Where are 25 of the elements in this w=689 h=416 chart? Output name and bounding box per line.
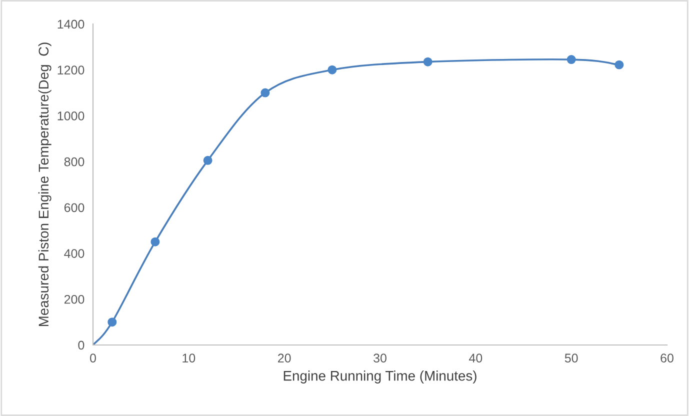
point bbox=[423, 57, 432, 66]
y-tick-label: 600 bbox=[64, 203, 84, 212]
y-tick-label: 1400 bbox=[58, 20, 84, 29]
point bbox=[566, 55, 576, 64]
y-tick-label: 0 bbox=[78, 340, 84, 350]
x-axis-title: Engine Running Time (Minutes) bbox=[284, 370, 476, 384]
point bbox=[203, 156, 212, 165]
x-tick-label: 30 bbox=[374, 354, 386, 363]
y-tick-label: 1000 bbox=[58, 112, 84, 120]
y-tick-label: 200 bbox=[64, 294, 84, 304]
y-tick-label: 400 bbox=[64, 249, 84, 258]
x-tick-label: 0 bbox=[90, 354, 96, 363]
point bbox=[328, 65, 337, 74]
point bbox=[614, 60, 624, 70]
point bbox=[150, 237, 160, 246]
x-tick-label: 20 bbox=[278, 354, 291, 363]
y-tick-label: 800 bbox=[64, 157, 84, 166]
point bbox=[260, 88, 270, 98]
point bbox=[108, 318, 117, 327]
x-tick-label: 50 bbox=[564, 354, 578, 363]
x-tick-label: 10 bbox=[182, 354, 196, 363]
x-tick-label: 60 bbox=[660, 354, 674, 363]
x-tick-label: 40 bbox=[469, 354, 482, 363]
y-tick-label: 1200 bbox=[58, 66, 84, 75]
y-axis-title: Measured Piston Engine Temperature(Deg C) bbox=[38, 42, 52, 326]
